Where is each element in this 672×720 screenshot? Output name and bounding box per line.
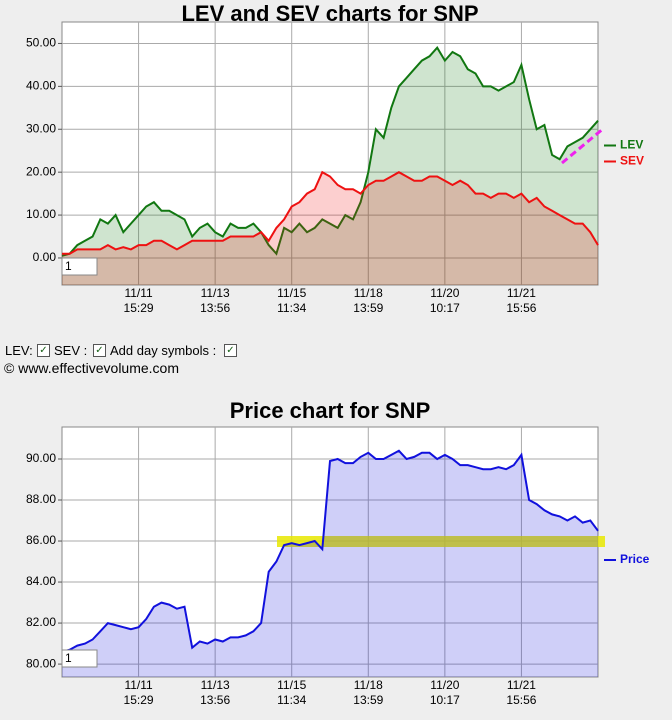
y-tick-label: 0.00 bbox=[33, 250, 57, 264]
x-tick-label: 11/21 bbox=[507, 678, 536, 692]
legend-label: SEV bbox=[620, 154, 644, 168]
x-tick-label: 11/11 bbox=[124, 286, 153, 300]
sev-label: SEV : bbox=[54, 343, 88, 358]
copyright: © www.effectivevolume.com bbox=[4, 360, 180, 376]
x-tick-sublabel: 13:56 bbox=[200, 301, 230, 315]
line bbox=[61, 46, 599, 257]
chart-title: LEV and SEV charts for SNP bbox=[181, 1, 478, 26]
area bbox=[62, 47, 598, 286]
trend-line bbox=[561, 126, 605, 165]
line bbox=[62, 170, 599, 255]
x-tick-label: 11/11 bbox=[124, 678, 153, 692]
x-tick-sublabel: 10:17 bbox=[430, 693, 460, 707]
lev-label: LEV: bbox=[5, 343, 33, 358]
x-tick-sublabel: 15:56 bbox=[506, 301, 536, 315]
y-tick-label: 88.00 bbox=[26, 492, 56, 506]
y-tick-label: 80.00 bbox=[26, 656, 56, 670]
area bbox=[62, 172, 598, 285]
input-value: 1 bbox=[65, 259, 72, 273]
y-tick-label: 20.00 bbox=[26, 164, 56, 178]
chart-title: Price chart for SNP bbox=[230, 398, 431, 423]
x-tick-sublabel: 13:59 bbox=[353, 693, 383, 707]
x-tick-sublabel: 15:56 bbox=[506, 693, 536, 707]
input-box[interactable] bbox=[61, 257, 98, 276]
y-tick-label: 86.00 bbox=[26, 533, 56, 547]
y-tick-label: 30.00 bbox=[26, 121, 56, 135]
line bbox=[61, 449, 599, 653]
x-tick-label: 11/20 bbox=[430, 678, 459, 692]
legend-label: Price bbox=[620, 552, 650, 566]
x-tick-label: 11/18 bbox=[354, 678, 383, 692]
x-tick-label: 11/21 bbox=[507, 286, 536, 300]
checkbox[interactable]: ✓ bbox=[93, 344, 106, 357]
plot-area bbox=[61, 426, 599, 678]
checkbox[interactable]: ✓ bbox=[224, 344, 237, 357]
y-tick-label: 90.00 bbox=[26, 451, 56, 465]
legend-label: LEV bbox=[620, 138, 643, 152]
area bbox=[62, 450, 598, 677]
y-tick-label: 84.00 bbox=[26, 574, 56, 588]
x-tick-sublabel: 13:59 bbox=[353, 301, 383, 315]
checkbox[interactable]: ✓ bbox=[37, 344, 50, 357]
chart: LEV and SEV charts for SNP 0.00 10.00 20.00… bbox=[26, 1, 644, 315]
x-tick-sublabel: 15:29 bbox=[124, 301, 154, 315]
x-tick-label: 11/13 bbox=[201, 678, 230, 692]
day-symbols-label: Add day symbols : bbox=[110, 343, 217, 358]
x-tick-label: 11/18 bbox=[354, 286, 383, 300]
x-tick-sublabel: 15:29 bbox=[124, 693, 154, 707]
x-tick-sublabel: 13:56 bbox=[200, 693, 230, 707]
y-tick-label: 82.00 bbox=[26, 615, 56, 629]
x-tick-sublabel: 11:34 bbox=[277, 301, 306, 315]
input-box[interactable] bbox=[61, 649, 98, 668]
y-tick-label: 10.00 bbox=[26, 207, 56, 221]
x-tick-sublabel: 10:17 bbox=[430, 301, 460, 315]
x-tick-label: 11/13 bbox=[201, 286, 230, 300]
y-tick-label: 50.00 bbox=[26, 36, 56, 50]
x-tick-label: 11/20 bbox=[430, 286, 459, 300]
input-value: 1 bbox=[65, 651, 72, 665]
highlight-band bbox=[277, 536, 605, 547]
x-tick-sublabel: 11:34 bbox=[277, 693, 306, 707]
x-tick-label: 11/15 bbox=[277, 286, 306, 300]
x-tick-label: 11/15 bbox=[277, 678, 306, 692]
y-tick-label: 40.00 bbox=[26, 79, 56, 93]
